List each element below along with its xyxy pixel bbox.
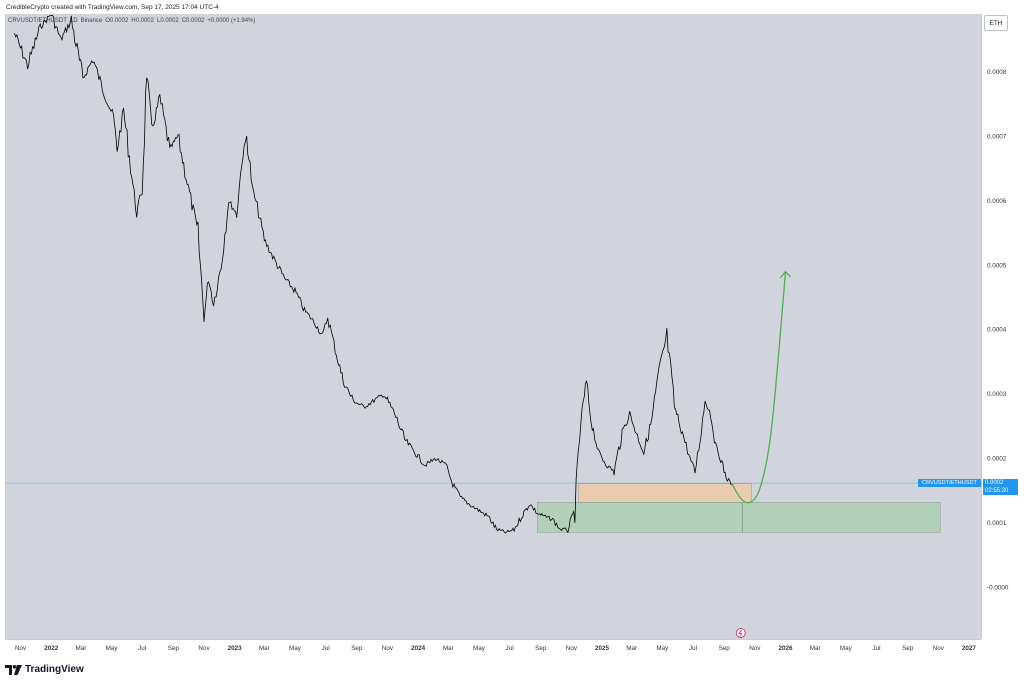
x-tick-label: 2025: [595, 645, 610, 652]
y-tick-label: 0.0002: [987, 456, 1007, 463]
x-tick-label: 2023: [228, 645, 243, 652]
price-series-line: [14, 14, 733, 534]
x-tick-label: Sep: [351, 645, 363, 652]
resistance-zone: [578, 483, 752, 503]
time-axis[interactable]: [5, 639, 981, 655]
y-tick-label: 0.0008: [987, 69, 1007, 76]
lightning-icon: [738, 629, 743, 637]
x-tick-label: 2027: [962, 645, 977, 652]
x-tick-label: Mar: [810, 645, 821, 652]
x-tick-label: Nov: [198, 645, 210, 652]
x-tick-label: Sep: [168, 645, 180, 652]
x-tick-label: 2026: [778, 645, 793, 652]
bar-countdown: 02:55:30: [985, 488, 1009, 494]
legend-interval: 1D: [69, 18, 78, 24]
price-axis[interactable]: [981, 14, 1019, 639]
x-tick-label: Jul: [689, 645, 697, 652]
y-tick-label: 0.0003: [987, 391, 1007, 398]
currency-button[interactable]: ETH: [984, 15, 1008, 31]
x-tick-label: Jul: [138, 645, 146, 652]
y-tick-label: 0.0004: [987, 327, 1007, 334]
x-tick-label: Mar: [75, 645, 86, 652]
x-tick-label: 2024: [411, 645, 426, 652]
y-tick-label: 0.0007: [987, 133, 1007, 140]
legend-change: +0.0000 (+1.94%): [207, 18, 256, 24]
current-price-value: 0.0002: [985, 480, 1004, 486]
x-tick-label: Nov: [566, 645, 578, 652]
tradingview-logo[interactable]: TradingView: [5, 664, 84, 675]
x-tick-label: May: [289, 645, 302, 652]
x-tick-label: Mar: [259, 645, 270, 652]
x-tick-label: May: [473, 645, 486, 652]
support-zone: [537, 502, 941, 533]
legend-high: H0.0002: [131, 18, 154, 24]
current-price-tag: 0.0002 02:55:30: [983, 479, 1018, 495]
y-tick-label: -0.0000: [987, 584, 1009, 591]
x-tick-label: Mar: [443, 645, 454, 652]
chart-plot-area[interactable]: [5, 14, 981, 639]
x-tick-label: May: [656, 645, 669, 652]
x-tick-label: Nov: [933, 645, 945, 652]
legend-low: L0.0002: [156, 18, 179, 24]
x-tick-label: Mar: [626, 645, 637, 652]
chart-credit: CredibleCrypto created with TradingView.…: [6, 4, 219, 11]
x-tick-label: Nov: [15, 645, 27, 652]
legend-exchange: Binance: [80, 18, 103, 24]
x-tick-label: Nov: [749, 645, 761, 652]
x-tick-label: Sep: [902, 645, 914, 652]
x-tick-label: Jul: [872, 645, 880, 652]
x-tick-label: Jul: [506, 645, 514, 652]
y-tick-label: 0.0006: [987, 198, 1007, 205]
x-tick-label: 2022: [44, 645, 59, 652]
y-tick-label: 0.0001: [987, 520, 1007, 527]
legend-close: C0.0002: [181, 18, 205, 24]
symbol-price-label: CRVUSDT/ETHUSDT: [918, 479, 981, 487]
y-tick-label: 0.0005: [987, 262, 1007, 269]
event-icon: [735, 628, 746, 638]
x-tick-label: Jul: [322, 645, 330, 652]
x-tick-label: Sep: [535, 645, 547, 652]
projection-arrowhead: [779, 270, 791, 279]
legend-open: O0.0002: [105, 18, 129, 24]
tradingview-logo-icon: [5, 664, 22, 675]
tradingview-logo-text: TradingView: [25, 664, 84, 675]
chart-legend: CRVUSDT/ETHUSDT 1D Binance O0.0002 H0.0002 L0…: [8, 18, 258, 24]
projection-curve: [731, 271, 787, 504]
legend-symbol[interactable]: CRVUSDT/ETHUSDT: [8, 18, 67, 24]
x-tick-label: May: [840, 645, 853, 652]
x-tick-label: Nov: [382, 645, 394, 652]
x-tick-label: Sep: [719, 645, 731, 652]
x-tick-label: May: [106, 645, 119, 652]
